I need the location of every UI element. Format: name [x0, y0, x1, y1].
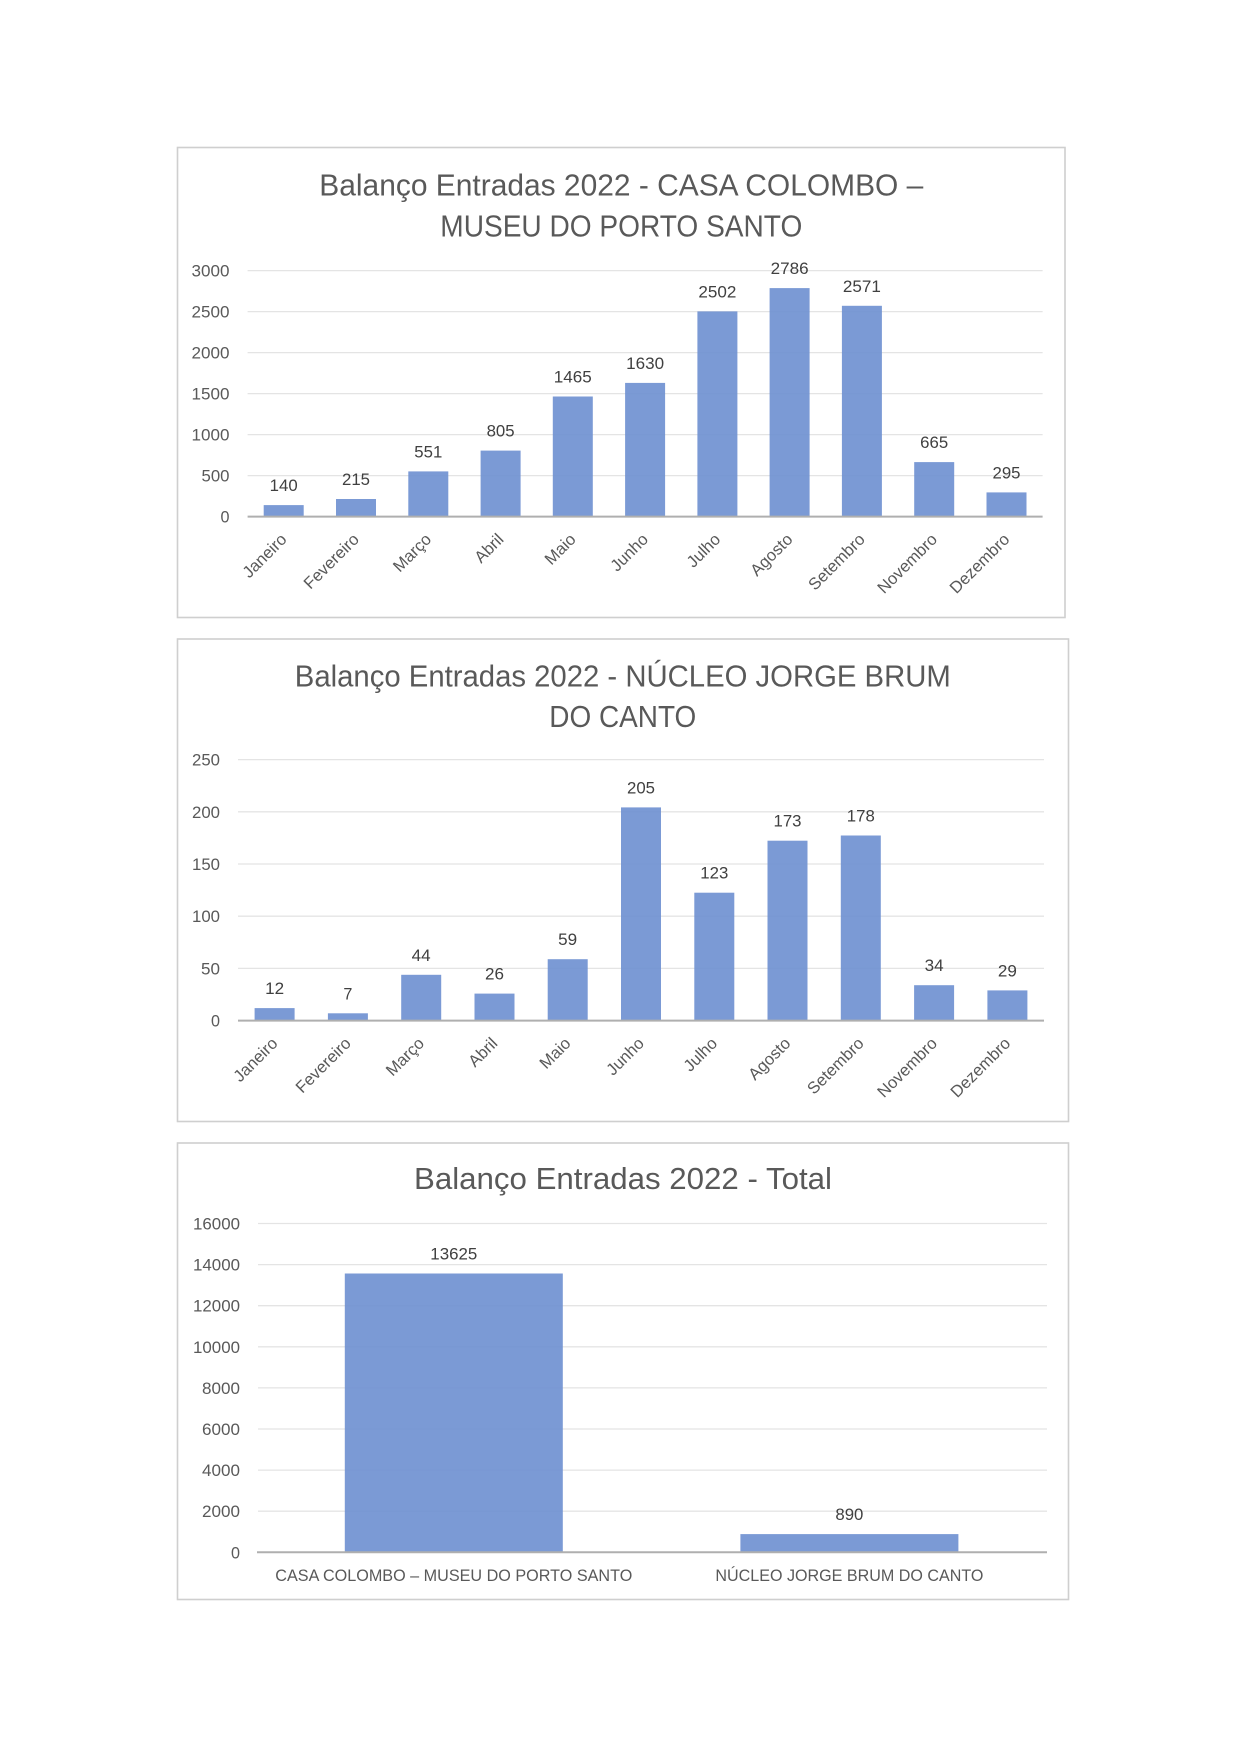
- svg-text:1465: 1465: [554, 368, 592, 387]
- svg-text:6000: 6000: [202, 1420, 240, 1439]
- svg-text:14000: 14000: [193, 1256, 240, 1275]
- svg-text:123: 123: [700, 864, 728, 883]
- svg-text:MUSEU DO PORTO SANTO: MUSEU DO PORTO SANTO: [440, 210, 802, 243]
- svg-text:Balanço Entradas 2022 - NÚCLEO: Balanço Entradas 2022 - NÚCLEO JORGE BRU…: [295, 660, 951, 693]
- svg-text:1630: 1630: [626, 354, 664, 373]
- svg-text:0: 0: [231, 1543, 240, 1562]
- svg-text:140: 140: [270, 476, 298, 495]
- svg-text:0: 0: [211, 1012, 220, 1031]
- svg-text:0: 0: [221, 508, 230, 527]
- svg-text:551: 551: [414, 442, 442, 461]
- svg-text:10000: 10000: [193, 1338, 240, 1357]
- svg-text:2000: 2000: [202, 1502, 240, 1521]
- svg-text:150: 150: [192, 855, 220, 874]
- svg-text:205: 205: [627, 778, 655, 797]
- svg-text:7: 7: [343, 984, 352, 1003]
- svg-text:500: 500: [202, 467, 230, 486]
- svg-text:29: 29: [998, 961, 1017, 980]
- svg-text:NÚCLEO JORGE BRUM DO CANTO: NÚCLEO JORGE BRUM DO CANTO: [715, 1566, 983, 1585]
- svg-text:34: 34: [925, 956, 944, 975]
- svg-text:1500: 1500: [192, 385, 230, 404]
- svg-text:12: 12: [265, 979, 284, 998]
- svg-text:2500: 2500: [192, 303, 230, 322]
- svg-text:2502: 2502: [698, 282, 736, 301]
- svg-text:1000: 1000: [192, 426, 230, 445]
- svg-text:44: 44: [412, 946, 431, 965]
- svg-text:CASA COLOMBO – MUSEU DO PORTO: CASA COLOMBO – MUSEU DO PORTO SANTO: [275, 1566, 632, 1585]
- svg-text:8000: 8000: [202, 1379, 240, 1398]
- svg-text:295: 295: [993, 463, 1021, 482]
- svg-text:665: 665: [920, 433, 948, 452]
- svg-text:2571: 2571: [843, 277, 881, 296]
- svg-text:Balanço Entradas 2022 - Total: Balanço Entradas 2022 - Total: [414, 1163, 832, 1196]
- svg-text:250: 250: [192, 751, 220, 770]
- svg-text:200: 200: [192, 803, 220, 822]
- svg-text:890: 890: [835, 1505, 863, 1524]
- svg-text:Balanço Entradas 2022 - CASA C: Balanço Entradas 2022 - CASA COLOMBO –: [319, 169, 923, 202]
- svg-text:26: 26: [485, 965, 504, 984]
- svg-text:2786: 2786: [771, 259, 809, 278]
- svg-text:100: 100: [192, 907, 220, 926]
- svg-text:DO CANTO: DO CANTO: [549, 701, 696, 734]
- svg-text:3000: 3000: [192, 262, 230, 281]
- svg-text:16000: 16000: [193, 1215, 240, 1234]
- svg-text:215: 215: [342, 470, 370, 489]
- svg-text:178: 178: [847, 807, 875, 826]
- svg-text:4000: 4000: [202, 1461, 240, 1480]
- svg-text:59: 59: [558, 930, 577, 949]
- svg-text:805: 805: [487, 422, 515, 441]
- svg-text:2000: 2000: [192, 344, 230, 363]
- svg-text:12000: 12000: [193, 1297, 240, 1316]
- svg-text:13625: 13625: [430, 1245, 477, 1264]
- svg-text:50: 50: [201, 959, 220, 978]
- svg-text:173: 173: [774, 812, 802, 831]
